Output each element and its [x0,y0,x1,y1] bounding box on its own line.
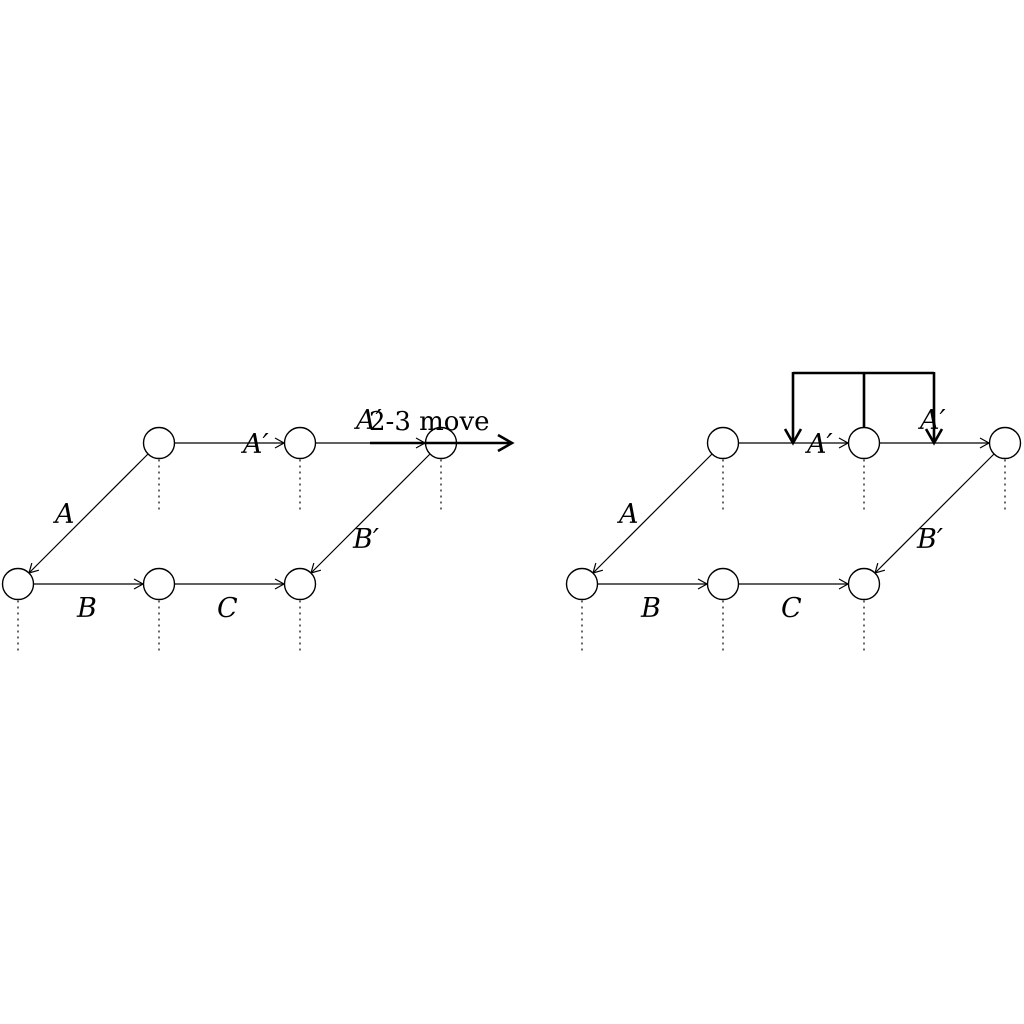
node [424,426,458,460]
edge-label-c: C [781,593,802,624]
node [283,426,317,460]
node [142,426,176,460]
node [706,567,740,601]
edge-label-a: A [52,499,75,530]
edge-label-a-prime-2: A′ [353,405,382,436]
left-diagram: A A′ A′ B C B′ 2-3 move [1,405,515,652]
node [283,567,317,601]
edge-label-b: B [76,593,97,624]
edge-label-c: C [217,593,238,624]
edge-b-prime [310,453,431,574]
node [142,567,176,601]
edge-label-b-prime: B′ [916,524,943,555]
node [988,426,1022,460]
node [706,426,740,460]
edge-label-a-prime-1: A′ [240,429,269,460]
node [847,426,881,460]
node [1,567,35,601]
node [847,567,881,601]
edge-label-b-prime: B′ [352,524,379,555]
bracket-connector [793,371,934,428]
edge-a [28,453,149,574]
edge-label-a-prime-1: A′ [804,429,833,460]
right-diagram: A A′ A′ B C B′ [565,371,1022,652]
edge-a [592,453,713,574]
edge-label-a-prime-2: A′ [917,405,946,436]
edge-b-prime [874,453,995,574]
edge-label-a: A [616,499,639,530]
edge-label-b: B [640,593,661,624]
node [565,567,599,601]
